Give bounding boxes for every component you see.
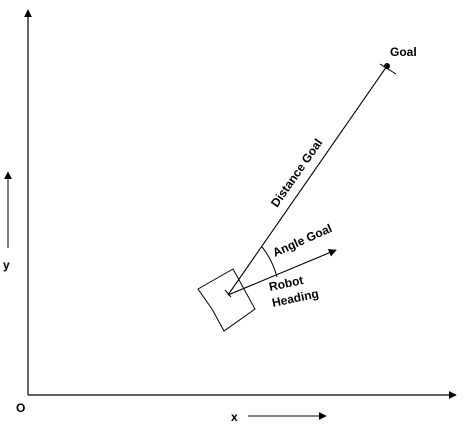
- angle-goal-label: Angle Goal: [271, 221, 335, 260]
- robot-heading-arrow: [227, 249, 337, 296]
- robot-body: [197, 268, 256, 332]
- goal-point: [384, 63, 390, 69]
- angle-goal-arc: [261, 246, 278, 278]
- distance-goal-label: Distance Goal: [268, 136, 325, 210]
- distance-goal-line: [227, 65, 388, 296]
- goal-tick: [379, 63, 397, 75]
- x-axis-label: x: [231, 410, 238, 424]
- robot-center-mark: [224, 289, 232, 298]
- origin-label: O: [16, 401, 25, 415]
- y-axis-label: y: [3, 258, 10, 272]
- goal-label: Goal: [390, 45, 417, 59]
